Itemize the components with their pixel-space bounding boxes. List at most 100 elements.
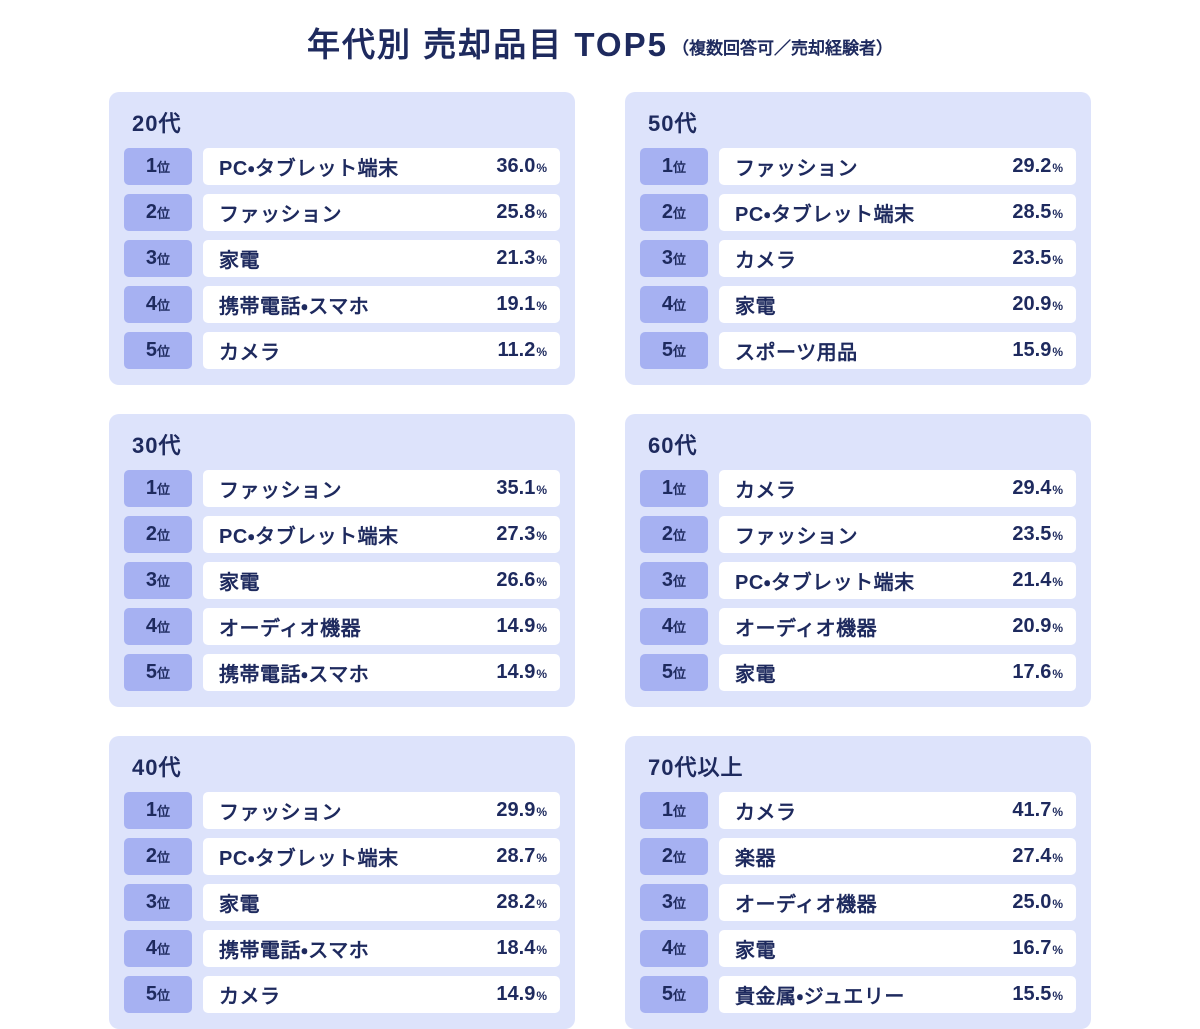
percent-value: 23.5 bbox=[1012, 247, 1052, 269]
rank-number: 5 bbox=[661, 661, 674, 683]
age-group-title: 60代 bbox=[648, 433, 698, 458]
age-group-panel: 30代 1位 ファッション 35.1% 2位 PC・タブレット端末 27.3% … bbox=[109, 414, 575, 707]
item-value: 17.6% bbox=[1012, 661, 1063, 684]
item-label: カメラ bbox=[219, 342, 281, 364]
page-title: 年代別 売却品目 TOP5 （複数回答可／売却経験者） bbox=[0, 18, 1200, 66]
ranking-row: 2位 ファッション 23.5% bbox=[640, 516, 1076, 553]
item-card: 家電 26.6% bbox=[203, 562, 560, 599]
percent-value: 15.9 bbox=[1012, 339, 1052, 361]
percent-sign: % bbox=[536, 667, 547, 681]
rank-suffix: 位 bbox=[157, 344, 171, 359]
rank-number: 1 bbox=[661, 155, 674, 177]
item-value: 29.2% bbox=[1012, 155, 1063, 178]
rank-suffix: 位 bbox=[673, 298, 687, 313]
item-label: 家電 bbox=[735, 296, 776, 318]
age-group-panel: 60代 1位 カメラ 29.4% 2位 ファッション 23.5% 3位 PC・タ… bbox=[625, 414, 1091, 707]
rank-suffix: 位 bbox=[157, 252, 171, 267]
rank-number: 5 bbox=[661, 339, 674, 361]
ranking-row: 5位 カメラ 11.2% bbox=[124, 332, 560, 369]
rank-suffix: 位 bbox=[673, 482, 687, 497]
item-card: PC・タブレット端末 28.7% bbox=[203, 838, 560, 875]
item-label: 家電 bbox=[219, 572, 260, 594]
item-value: 20.9% bbox=[1012, 293, 1063, 316]
item-card: オーディオ機器 20.9% bbox=[719, 608, 1076, 645]
rank-suffix: 位 bbox=[157, 574, 171, 589]
percent-value: 14.9 bbox=[496, 661, 536, 683]
percent-value: 26.6 bbox=[496, 569, 536, 591]
percent-sign: % bbox=[1052, 575, 1063, 589]
item-value: 28.7% bbox=[496, 845, 547, 868]
item-card: ファッション 29.2% bbox=[719, 148, 1076, 185]
rank-suffix: 位 bbox=[157, 896, 171, 911]
percent-sign: % bbox=[536, 483, 547, 497]
panels-grid: 20代 1位 PC・タブレット端末 36.0% 2位 ファッション 25.8% … bbox=[109, 92, 1091, 1029]
rank-number: 4 bbox=[661, 937, 674, 959]
rank-badge: 3位 bbox=[124, 240, 192, 277]
rank-suffix: 位 bbox=[673, 988, 687, 1003]
item-label: カメラ bbox=[735, 480, 797, 502]
rank-number: 3 bbox=[661, 247, 674, 269]
item-label: PC・タブレット端末 bbox=[219, 158, 399, 180]
rank-number: 2 bbox=[661, 523, 674, 545]
percent-value: 28.5 bbox=[1012, 201, 1052, 223]
rank-suffix: 位 bbox=[673, 942, 687, 957]
item-card: PC・タブレット端末 27.3% bbox=[203, 516, 560, 553]
percent-sign: % bbox=[1052, 529, 1063, 543]
item-card: カメラ 11.2% bbox=[203, 332, 560, 369]
item-card: 家電 20.9% bbox=[719, 286, 1076, 323]
item-value: 16.7% bbox=[1012, 937, 1063, 960]
percent-sign: % bbox=[1052, 851, 1063, 865]
rank-badge: 2位 bbox=[640, 838, 708, 875]
age-group-panel: 40代 1位 ファッション 29.9% 2位 PC・タブレット端末 28.7% … bbox=[109, 736, 575, 1029]
rank-suffix: 位 bbox=[673, 160, 687, 175]
rank-badge: 1位 bbox=[640, 470, 708, 507]
rank-badge: 4位 bbox=[640, 930, 708, 967]
item-card: ファッション 29.9% bbox=[203, 792, 560, 829]
item-label: ファッション bbox=[219, 802, 342, 824]
rank-suffix: 位 bbox=[673, 666, 687, 681]
item-label: 携帯電話・スマホ bbox=[219, 940, 370, 962]
ranking-row: 1位 PC・タブレット端末 36.0% bbox=[124, 148, 560, 185]
rank-number: 1 bbox=[145, 477, 158, 499]
age-group-title: 50代 bbox=[648, 111, 698, 136]
percent-value: 23.5 bbox=[1012, 523, 1052, 545]
item-label: カメラ bbox=[735, 250, 797, 272]
percent-sign: % bbox=[536, 345, 547, 359]
ranking-row: 1位 カメラ 41.7% bbox=[640, 792, 1076, 829]
rank-number: 2 bbox=[145, 201, 158, 223]
item-card: 家電 16.7% bbox=[719, 930, 1076, 967]
ranking-row: 1位 ファッション 35.1% bbox=[124, 470, 560, 507]
item-card: 貴金属・ジュエリー 15.5% bbox=[719, 976, 1076, 1013]
item-label: 貴金属・ジュエリー bbox=[735, 986, 905, 1008]
age-group-title: 40代 bbox=[132, 755, 182, 780]
item-value: 19.1% bbox=[496, 293, 547, 316]
percent-sign: % bbox=[1052, 299, 1063, 313]
item-value: 21.4% bbox=[1012, 569, 1063, 592]
percent-value: 21.3 bbox=[496, 247, 536, 269]
rank-badge: 3位 bbox=[640, 240, 708, 277]
percent-sign: % bbox=[536, 161, 547, 175]
item-value: 26.6% bbox=[496, 569, 547, 592]
percent-sign: % bbox=[1052, 621, 1063, 635]
item-card: 携帯電話・スマホ 18.4% bbox=[203, 930, 560, 967]
rank-number: 2 bbox=[145, 523, 158, 545]
percent-sign: % bbox=[1052, 943, 1063, 957]
ranking-row: 5位 貴金属・ジュエリー 15.5% bbox=[640, 976, 1076, 1013]
item-value: 21.3% bbox=[496, 247, 547, 270]
rank-number: 5 bbox=[145, 339, 158, 361]
item-value: 20.9% bbox=[1012, 615, 1063, 638]
ranking-row: 3位 カメラ 23.5% bbox=[640, 240, 1076, 277]
rank-badge: 2位 bbox=[124, 516, 192, 553]
item-label: 家電 bbox=[219, 250, 260, 272]
rank-suffix: 位 bbox=[157, 620, 171, 635]
percent-value: 16.7 bbox=[1012, 937, 1052, 959]
percent-value: 20.9 bbox=[1012, 615, 1052, 637]
rank-badge: 4位 bbox=[640, 608, 708, 645]
rank-badge: 2位 bbox=[640, 516, 708, 553]
age-group-title: 20代 bbox=[132, 111, 182, 136]
rank-badge: 1位 bbox=[640, 792, 708, 829]
percent-value: 25.8 bbox=[496, 201, 536, 223]
item-label: オーディオ機器 bbox=[735, 618, 878, 640]
percent-value: 21.4 bbox=[1012, 569, 1052, 591]
item-label: ファッション bbox=[735, 526, 858, 548]
